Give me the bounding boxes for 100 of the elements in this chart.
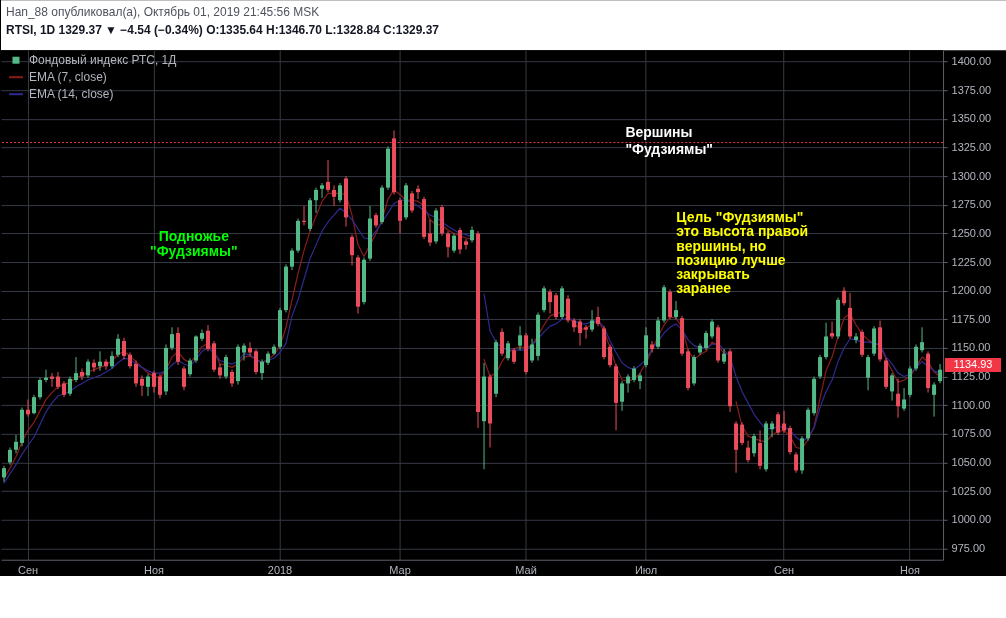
- candlestick: [722, 348, 727, 365]
- candlestick: [188, 357, 193, 378]
- x-tick-label: Сен: [17, 564, 39, 577]
- candlestick: [74, 356, 78, 383]
- y-tick-label: 1200.00: [951, 284, 992, 297]
- candlestick: [620, 380, 625, 412]
- candlestick: [542, 285, 547, 313]
- x-tick-label: Сен: [774, 564, 795, 577]
- candlestick: [410, 190, 415, 214]
- candlestick: [920, 326, 925, 353]
- candlestick: [866, 354, 871, 391]
- candlestick: [584, 324, 589, 340]
- candlestick: [68, 376, 72, 397]
- candlestick: [776, 411, 781, 436]
- candlestick: [398, 197, 403, 234]
- candlestick: [578, 318, 583, 347]
- candlestick: [200, 329, 205, 342]
- annotation: Вершины "Фудзиямы": [625, 124, 713, 158]
- candlestick: [338, 182, 343, 204]
- candlestick: [122, 337, 127, 360]
- candlestick: [452, 232, 457, 254]
- candlestick: [770, 420, 775, 438]
- candlestick: [260, 358, 265, 381]
- candlestick: [218, 363, 223, 380]
- y-tick-label: 1375.00: [951, 83, 992, 96]
- x-tick-label: 2018: [267, 564, 293, 577]
- candlestick: [740, 421, 745, 446]
- candlestick: [290, 247, 295, 271]
- candlestick: [590, 309, 595, 333]
- candlestick: [206, 324, 211, 352]
- candlestick: [902, 387, 907, 412]
- y-tick-label: 1350.00: [951, 112, 992, 125]
- candlestick: [80, 368, 84, 381]
- candlestick: [554, 292, 559, 320]
- candlestick: [746, 440, 751, 463]
- candlestick: [752, 433, 757, 458]
- y-tick-label: 1000.00: [951, 513, 992, 526]
- text: 1134.93: [953, 357, 993, 370]
- candlestick: [854, 332, 859, 344]
- candlestick: [530, 338, 535, 364]
- candlestick: [842, 286, 847, 307]
- candlestick: [860, 329, 865, 358]
- y-tick-label: 1050.00: [951, 455, 992, 468]
- y-tick-label: 1100.00: [951, 398, 991, 411]
- y-tick-label: 1225.00: [951, 255, 992, 268]
- y-tick-label: 1275.00: [951, 198, 992, 211]
- y-tick-label: 1025.00: [951, 484, 992, 497]
- candlestick: [320, 182, 325, 199]
- candlestick: [782, 410, 787, 434]
- candlestick: [134, 360, 139, 388]
- y-tick-label: 1300.00: [951, 169, 992, 182]
- candlestick: [758, 429, 763, 470]
- candlestick: [608, 343, 613, 368]
- candlestick: [254, 348, 259, 375]
- y-tick-label: 1125.00: [951, 370, 991, 383]
- candlestick: [710, 318, 715, 340]
- candlestick: [914, 343, 919, 372]
- candlestick: [890, 372, 895, 402]
- candlestick: [38, 377, 42, 400]
- legend-label: EMA (14, close): [28, 87, 114, 102]
- candlestick: [158, 373, 163, 399]
- candlestick: [896, 378, 901, 419]
- candlestick: [326, 159, 331, 193]
- candlestick: [674, 300, 679, 320]
- candlestick: [446, 230, 451, 258]
- candlestick: [566, 294, 571, 324]
- y-tick-label: 1150.00: [951, 341, 991, 354]
- chart-title: Han_88 опубликовал(а), Октябрь 01, 2019 21:45:56 MSK: [5, 5, 320, 20]
- y-tick-label: 1325.00: [951, 141, 992, 154]
- candlestick: [14, 434, 18, 454]
- annotation: Цель "Фудзиямы" это высота правой вершины, но позицию лучше закрывать заранее: [676, 209, 809, 297]
- y-tick-label: 1075.00: [951, 427, 992, 440]
- candlestick: [572, 317, 577, 333]
- candlestick: [350, 234, 355, 266]
- candlestick: [170, 326, 175, 351]
- y-tick-label: 1400.00: [951, 55, 992, 68]
- legend-label: Фондовый индекс РТС, 1Д: [28, 53, 177, 68]
- x-tick-label: Ноя: [900, 564, 921, 577]
- candlestick: [110, 350, 114, 370]
- x-tick-label: Май: [515, 564, 537, 577]
- candlestick: [506, 340, 511, 362]
- candlestick: [458, 227, 463, 255]
- candlestick: [932, 381, 937, 418]
- candlestick: [224, 354, 229, 380]
- candlestick: [824, 322, 829, 360]
- candlestick: [596, 306, 601, 327]
- x-tick-label: Июл: [634, 564, 658, 577]
- y-tick-label: 975.00: [951, 541, 986, 554]
- candlestick: [182, 365, 187, 391]
- candlestick: [704, 330, 709, 351]
- candlestick: [938, 363, 943, 384]
- candlestick: [140, 374, 145, 397]
- candlestick: [428, 219, 433, 247]
- candlestick: [548, 289, 553, 315]
- candlestick: [116, 333, 120, 358]
- x-tick-label: Мар: [389, 564, 411, 577]
- chart-subtitle: RTSI, 1D 1329.37 ▼ −4.54 (−0.34%) O:1335.64 H:1346.70 L:1328.84 C:1329.37: [5, 23, 440, 38]
- candlestick: [314, 187, 319, 214]
- candlestick: [86, 358, 90, 379]
- candlestick: [650, 340, 655, 353]
